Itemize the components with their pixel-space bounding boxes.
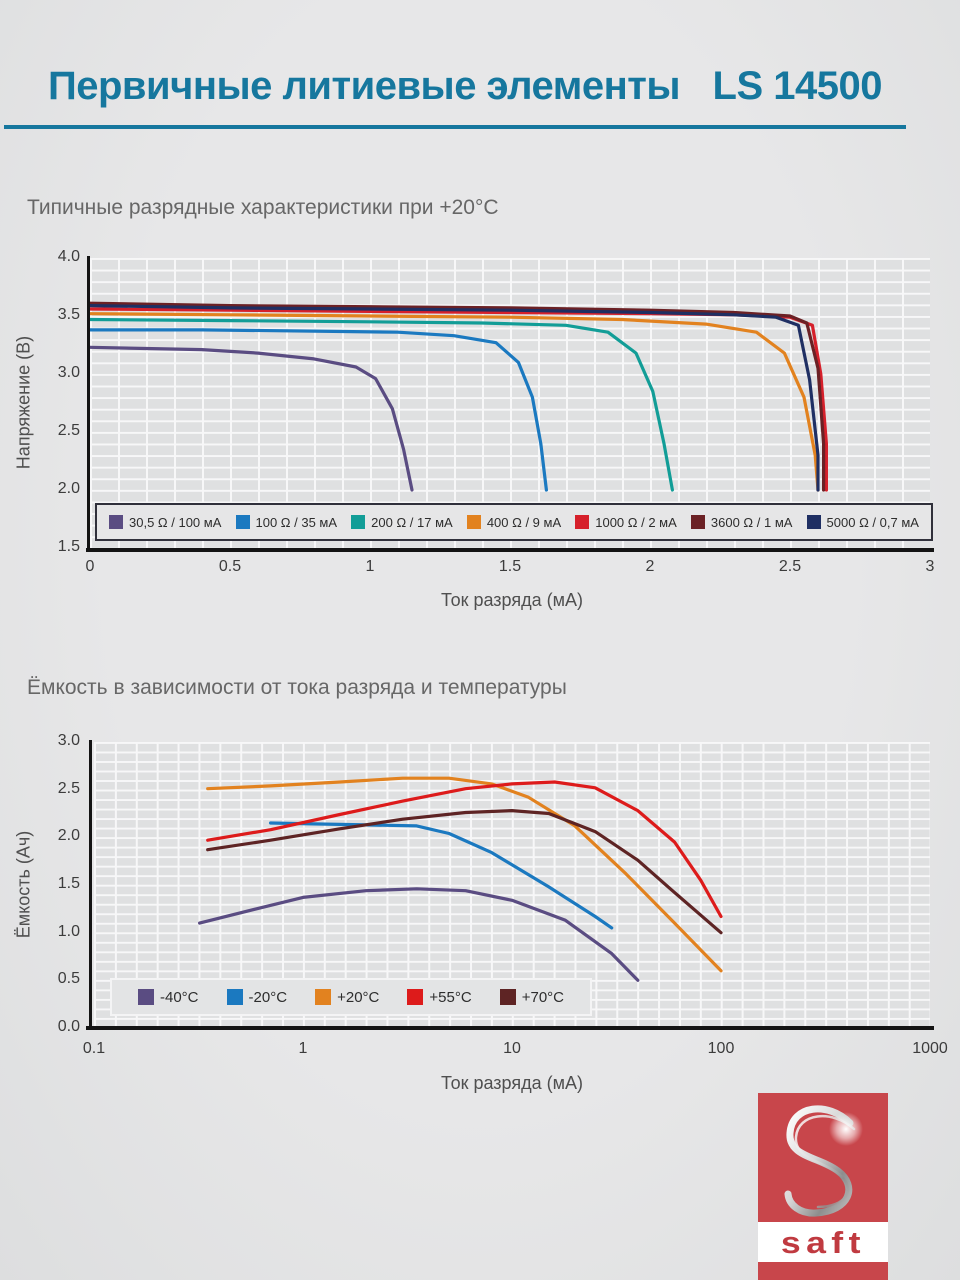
- chart2-series-layer: [197, 776, 723, 982]
- chart2-legend-item-3: +55°C: [407, 988, 472, 1006]
- legend-label: 400 Ω / 9 мА: [486, 514, 562, 530]
- legend-swatch-icon: [407, 989, 424, 1005]
- legend-label: 1000 Ω / 2 мА: [595, 514, 677, 530]
- chart1-series-line-1: [90, 328, 548, 492]
- legend-label: 100 Ω / 35 мА: [255, 514, 338, 530]
- chart1-title: Типичные разрядные характеристики при +2…: [27, 196, 499, 219]
- chart2-x-tick-label: 1: [298, 1040, 308, 1057]
- chart1-x-tick-label: 1.5: [498, 558, 522, 575]
- legend-swatch-icon: [806, 515, 821, 529]
- chart2-legend-item-1: -20°C: [226, 988, 288, 1006]
- chart1-y-tick-label: 3.5: [57, 306, 80, 323]
- legend-label: 3600 Ω / 1 мА: [710, 514, 793, 530]
- chart1-y-tick-label: 1.5: [57, 538, 80, 555]
- chart2-series-line-3: [206, 780, 723, 919]
- chart1-legend-item-0: 30,5 Ω / 100 мА: [109, 515, 221, 530]
- saft-logo-band: saft: [758, 1222, 888, 1262]
- chart2-series-line-0: [197, 887, 640, 982]
- legend-label: +55°C: [429, 988, 472, 1006]
- chart1-legend-item-3: 400 Ω / 9 мА: [466, 514, 562, 530]
- legend-swatch-icon: [499, 989, 516, 1005]
- chart2-y-tick-label: 2.0: [57, 827, 80, 845]
- chart2-series-line-4: [206, 808, 723, 935]
- page-title: Первичные литиевые элементы: [48, 64, 681, 108]
- legend-swatch-icon: [351, 515, 366, 529]
- chart2-y-tick-label: 0.5: [57, 970, 80, 988]
- legend-swatch-icon: [226, 989, 243, 1005]
- legend-swatch-icon: [575, 515, 590, 529]
- legend-label: +70°C: [521, 988, 564, 1006]
- chart2-y-tick-label: 1.5: [57, 875, 80, 892]
- legend-swatch-icon: [315, 989, 332, 1005]
- chart2-x-tick-label: 0.1: [82, 1040, 106, 1057]
- chart2-x-axis-line: [86, 1026, 934, 1030]
- chart2-y-tick-label: 1.0: [57, 922, 80, 940]
- chart1-x-tick-label: 0: [85, 558, 95, 575]
- chart2-legend-item-4: +70°C: [499, 988, 564, 1006]
- chart1-series-line-6: [90, 303, 820, 492]
- saft-logo: saft: [758, 1093, 888, 1280]
- chart1-legend-item-1: 100 Ω / 35 мА: [235, 514, 338, 530]
- chart1-series-line-5: [90, 301, 826, 492]
- saft-logo-strip: [758, 1262, 888, 1280]
- chart2-series-line-1: [269, 821, 614, 930]
- chart1-series-line-3: [90, 312, 820, 492]
- chart1-y-tick-label: 3.0: [57, 364, 80, 381]
- chart1-y-tick-label: 4.0: [57, 248, 80, 265]
- chart2-x-tick-label: 100: [707, 1040, 735, 1057]
- legend-swatch-icon: [138, 989, 154, 1005]
- legend-swatch-icon: [690, 515, 705, 529]
- page-header: Первичные литиевые элементы LS 14500: [48, 64, 883, 109]
- chart1-legend-item-2: 200 Ω / 17 мА: [351, 515, 453, 530]
- title-underline: [4, 125, 906, 129]
- chart1-legend-item-4: 1000 Ω / 2 мА: [575, 515, 677, 530]
- chart2-x-tick-label: 10: [503, 1040, 521, 1057]
- chart2-title: Ёмкость в зависимости от тока разряда и …: [27, 676, 567, 699]
- saft-wordmark: saft: [780, 1224, 866, 1260]
- legend-label: 200 Ω / 17 мА: [371, 514, 453, 530]
- chart2-y-tick-label: 2.5: [57, 779, 80, 797]
- chart2-x-axis-title: Ток разряда (мА): [441, 1073, 583, 1093]
- legend-label: +20°C: [337, 988, 380, 1006]
- chart1-series-line-0: [90, 345, 414, 492]
- chart1-series-line-2: [90, 317, 675, 492]
- chart1-x-tick-label: 1: [365, 558, 375, 575]
- chart2-legend: -40°C -20°C +20°C +55°C +70°C: [110, 978, 592, 1016]
- chart1-y-tick-label: 2.5: [57, 422, 80, 439]
- chart2-y-tick-label: 3.0: [57, 732, 80, 749]
- chart1-x-tick-label: 3: [925, 558, 935, 575]
- chart1-x-tick-label: 0.5: [218, 558, 242, 575]
- legend-label: 30,5 Ω / 100 мА: [129, 514, 222, 530]
- chart2-legend-item-0: -40°C: [138, 989, 199, 1006]
- model-number: LS 14500: [712, 64, 883, 108]
- chart2-x-tick-label: 1000: [912, 1040, 948, 1057]
- saft-swirl-s-icon: [784, 1105, 863, 1217]
- legend-label: -40°C: [160, 988, 199, 1006]
- chart2-series-line-2: [206, 776, 723, 973]
- legend-swatch-icon: [109, 515, 123, 529]
- chart1-x-tick-label: 2.5: [778, 558, 802, 575]
- chart1-x-tick-label: 2: [645, 558, 655, 575]
- chart2-legend-item-2: +20°C: [315, 989, 379, 1006]
- legend-swatch-icon: [235, 515, 250, 529]
- chart1-legend-item-6: 5000 Ω / 0,7 мА: [806, 514, 919, 530]
- chart1-x-axis-line: [86, 548, 934, 552]
- chart1-series-layer: [90, 301, 829, 492]
- chart1-legend: 30,5 Ω / 100 мА 100 Ω / 35 мА 200 Ω / 17 м…: [95, 503, 933, 541]
- chart2-y-axis-line: [89, 740, 92, 1030]
- chart2-y-tick-label: 0.0: [57, 1018, 80, 1035]
- legend-label: 5000 Ω / 0,7 мА: [826, 514, 919, 530]
- legend-swatch-icon: [466, 515, 481, 529]
- legend-label: -20°C: [248, 988, 288, 1006]
- chart1-y-tick-label: 2.0: [57, 480, 80, 497]
- chart1-y-axis-line: [87, 256, 90, 552]
- saft-logo-emblem: [758, 1093, 888, 1222]
- chart1-x-axis-title: Ток разряда (мА): [441, 590, 583, 610]
- chart1-legend-item-5: 3600 Ω / 1 мА: [690, 514, 793, 530]
